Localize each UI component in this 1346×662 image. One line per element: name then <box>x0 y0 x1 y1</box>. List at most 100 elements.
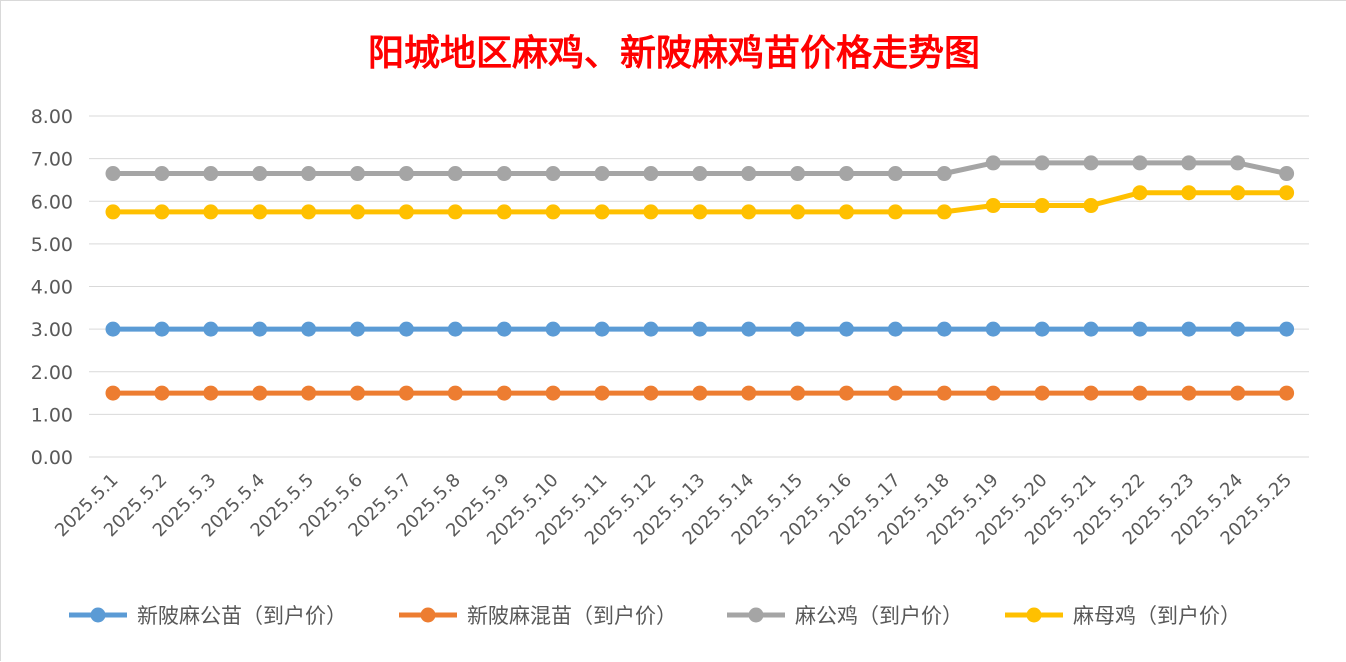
legend-swatch-marker <box>90 607 106 623</box>
data-point <box>1181 155 1197 171</box>
data-point <box>105 166 121 182</box>
data-point <box>252 166 268 182</box>
data-point <box>447 204 463 220</box>
data-point <box>496 166 512 182</box>
data-point <box>350 204 365 220</box>
chart-title: 阳城地区麻鸡、新陂麻鸡苗价格走势图 <box>368 32 980 74</box>
data-point <box>1132 321 1148 337</box>
data-point <box>350 385 365 401</box>
data-point <box>545 321 561 337</box>
legend-label: 麻公鸡（到户价） <box>795 604 963 628</box>
data-point <box>1132 385 1148 401</box>
data-point <box>643 166 659 182</box>
y-tick-label: 6.00 <box>31 191 73 213</box>
data-point <box>1034 155 1050 171</box>
data-point <box>643 204 659 220</box>
data-point <box>252 204 268 220</box>
data-point <box>1034 321 1050 337</box>
data-point <box>1083 385 1099 401</box>
legend-item: 麻公鸡（到户价） <box>727 604 963 628</box>
y-tick-label: 1.00 <box>31 404 73 426</box>
data-point <box>887 204 903 220</box>
data-point <box>1279 166 1295 182</box>
data-point <box>545 166 561 182</box>
data-point <box>839 166 854 182</box>
data-point <box>741 385 757 401</box>
data-point <box>790 204 806 220</box>
data-point <box>1230 185 1246 201</box>
legend-swatch-marker <box>1026 607 1042 623</box>
data-point <box>1230 321 1246 337</box>
data-point <box>1279 185 1295 201</box>
data-point <box>447 166 463 182</box>
data-point <box>692 166 708 182</box>
y-axis-ticks: 0.00 1.00 2.00 3.00 4.00 5.00 6.00 7.00 8.00 <box>31 106 73 469</box>
data-point <box>398 204 414 220</box>
data-point <box>936 321 952 337</box>
data-point <box>447 321 463 337</box>
data-point <box>887 321 903 337</box>
data-point <box>105 385 121 401</box>
legend-item: 新陂麻混苗（到户价） <box>399 604 677 628</box>
data-point <box>301 385 317 401</box>
y-tick-label: 4.00 <box>31 277 73 299</box>
data-point <box>203 166 219 182</box>
data-point <box>643 385 659 401</box>
data-point <box>398 321 414 337</box>
data-point <box>154 321 170 337</box>
legend-label: 麻母鸡（到户价） <box>1073 604 1241 628</box>
data-point <box>1181 385 1197 401</box>
data-point <box>154 385 170 401</box>
data-point <box>545 204 561 220</box>
data-point <box>301 321 317 337</box>
data-point <box>1132 185 1148 201</box>
data-point <box>936 204 952 220</box>
data-point <box>496 321 512 337</box>
data-point <box>1083 321 1099 337</box>
legend-item: 新陂麻公苗（到户价） <box>69 604 347 628</box>
data-point <box>839 204 854 220</box>
data-point <box>790 321 806 337</box>
data-point <box>350 321 365 337</box>
data-point <box>741 166 757 182</box>
data-point <box>203 321 219 337</box>
data-point <box>350 166 365 182</box>
data-point <box>154 204 170 220</box>
series-3 <box>105 155 1295 182</box>
data-point <box>1230 385 1246 401</box>
y-tick-label: 0.00 <box>31 447 73 469</box>
data-point <box>105 204 121 220</box>
gridlines <box>89 115 1309 458</box>
data-point <box>887 385 903 401</box>
data-point <box>594 321 610 337</box>
data-point <box>398 166 414 182</box>
y-tick-label: 7.00 <box>31 149 73 171</box>
y-tick-label: 8.00 <box>31 106 73 128</box>
data-point <box>839 385 854 401</box>
data-point <box>1181 321 1197 337</box>
data-point <box>692 385 708 401</box>
data-point <box>985 385 1001 401</box>
data-point <box>1034 198 1050 214</box>
data-point <box>496 385 512 401</box>
data-point <box>1083 155 1099 171</box>
data-point <box>301 166 317 182</box>
series-4 <box>105 185 1295 220</box>
series-1 <box>105 321 1295 337</box>
data-point <box>936 166 952 182</box>
data-point <box>790 385 806 401</box>
data-point <box>1132 155 1148 171</box>
series-layer <box>105 155 1295 401</box>
data-point <box>154 166 170 182</box>
legend-swatch-marker <box>420 607 436 623</box>
series-2 <box>105 385 1295 401</box>
y-tick-label: 2.00 <box>31 362 73 384</box>
legend: 新陂麻公苗（到户价） 新陂麻混苗（到户价） 麻公鸡（到户价） 麻母鸡（到户价） <box>69 604 1241 628</box>
legend-swatch-marker <box>748 607 764 623</box>
data-point <box>839 321 854 337</box>
data-point <box>643 321 659 337</box>
data-point <box>496 204 512 220</box>
data-point <box>985 155 1001 171</box>
